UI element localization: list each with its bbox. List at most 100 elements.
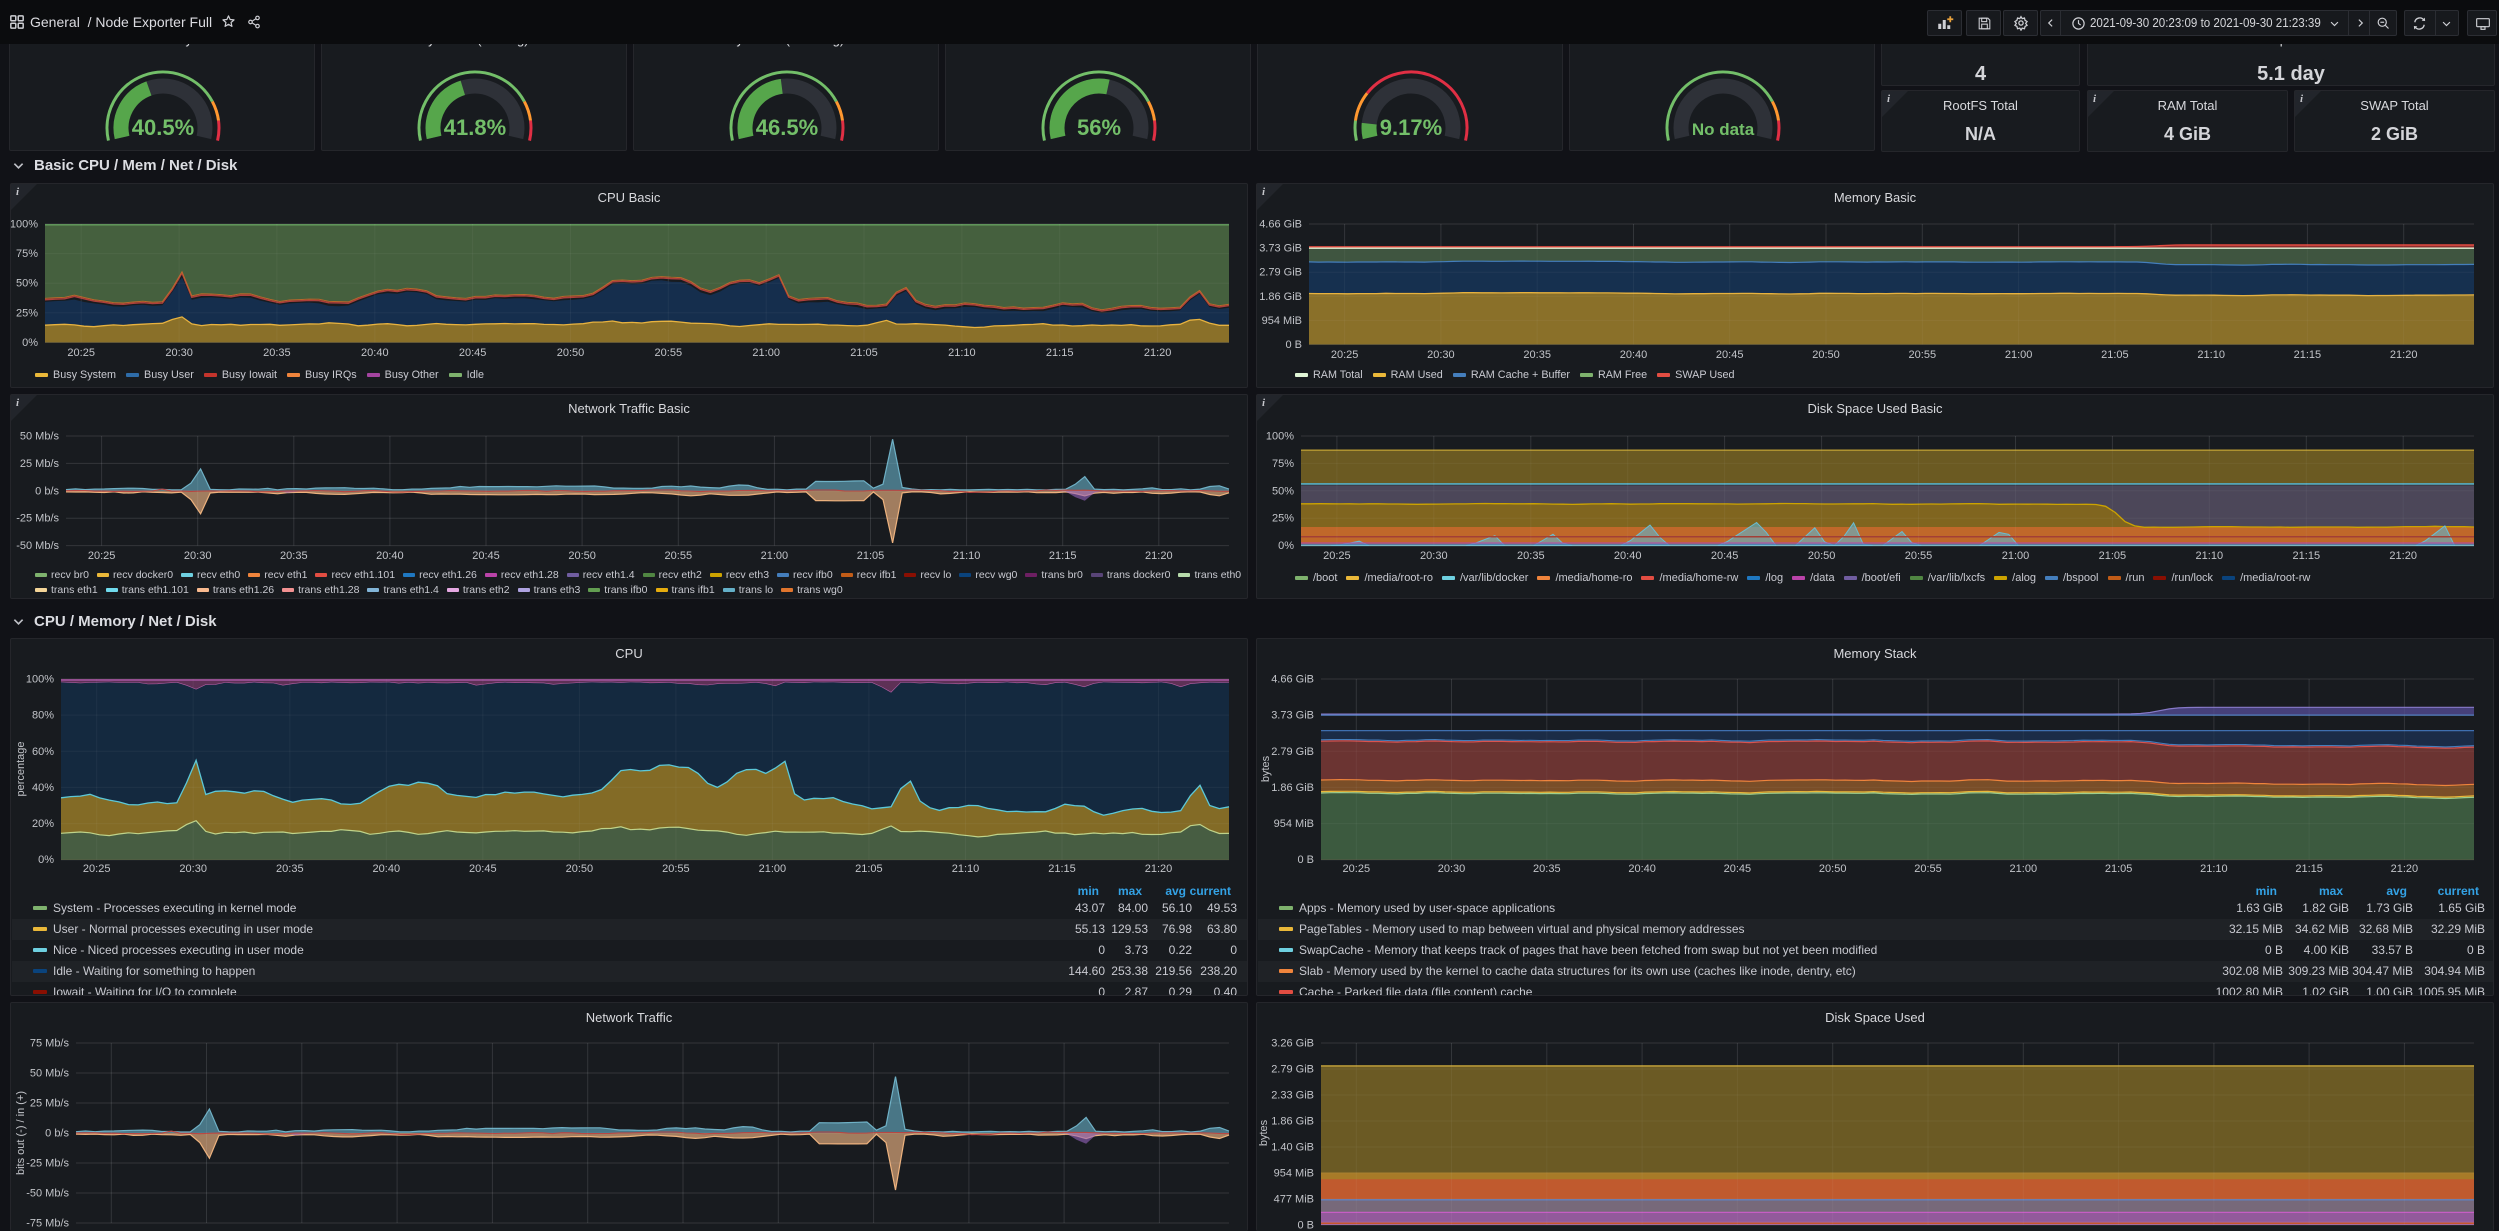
svg-text:20:50: 20:50 bbox=[1819, 863, 1847, 875]
svg-text:20:50: 20:50 bbox=[1812, 349, 1840, 361]
svg-text:20:25: 20:25 bbox=[1323, 550, 1351, 562]
svg-text:0%: 0% bbox=[22, 337, 38, 349]
svg-text:21:05: 21:05 bbox=[2099, 550, 2127, 562]
svg-text:3.73 GiB: 3.73 GiB bbox=[1271, 710, 1314, 722]
svg-text:20:30: 20:30 bbox=[184, 550, 212, 562]
svg-text:21:00: 21:00 bbox=[2005, 349, 2033, 361]
svg-text:20:30: 20:30 bbox=[1427, 349, 1455, 361]
svg-text:4.66 GiB: 4.66 GiB bbox=[1271, 674, 1314, 686]
svg-text:21:20: 21:20 bbox=[1145, 550, 1173, 562]
svg-text:2.33 GiB: 2.33 GiB bbox=[1271, 1090, 1314, 1102]
svg-text:20:50: 20:50 bbox=[568, 550, 596, 562]
svg-text:477 MiB: 477 MiB bbox=[1274, 1194, 1314, 1206]
svg-text:21:15: 21:15 bbox=[2294, 349, 2322, 361]
svg-text:20:25: 20:25 bbox=[88, 550, 116, 562]
svg-text:21:15: 21:15 bbox=[2293, 550, 2321, 562]
svg-text:21:05: 21:05 bbox=[2101, 349, 2129, 361]
svg-text:0%: 0% bbox=[1278, 540, 1294, 552]
svg-text:2.79 GiB: 2.79 GiB bbox=[1259, 267, 1302, 279]
svg-text:50%: 50% bbox=[1272, 485, 1294, 497]
svg-text:21:15: 21:15 bbox=[1049, 550, 1077, 562]
svg-text:1.86 GiB: 1.86 GiB bbox=[1259, 291, 1302, 303]
svg-text:20:35: 20:35 bbox=[276, 863, 304, 875]
svg-text:-50 Mb/s: -50 Mb/s bbox=[16, 540, 59, 552]
svg-text:20:55: 20:55 bbox=[1914, 863, 1942, 875]
svg-text:20:45: 20:45 bbox=[1724, 863, 1752, 875]
svg-text:954 MiB: 954 MiB bbox=[1262, 315, 1302, 327]
svg-text:21:20: 21:20 bbox=[2390, 349, 2418, 361]
svg-text:21:00: 21:00 bbox=[2002, 550, 2030, 562]
svg-text:-75 Mb/s: -75 Mb/s bbox=[26, 1218, 69, 1230]
svg-text:bits out (-) / in (+): bits out (-) / in (+) bbox=[15, 1091, 27, 1175]
svg-text:1.40 GiB: 1.40 GiB bbox=[1271, 1142, 1314, 1154]
svg-text:21:10: 21:10 bbox=[2197, 349, 2225, 361]
svg-text:21:10: 21:10 bbox=[952, 863, 980, 875]
svg-text:954 MiB: 954 MiB bbox=[1274, 1168, 1314, 1180]
svg-text:21:05: 21:05 bbox=[2105, 863, 2133, 875]
svg-text:21:10: 21:10 bbox=[948, 347, 976, 359]
svg-text:100%: 100% bbox=[26, 674, 54, 686]
svg-text:-50 Mb/s: -50 Mb/s bbox=[26, 1188, 69, 1200]
svg-text:0 B: 0 B bbox=[1285, 339, 1302, 351]
svg-text:20:25: 20:25 bbox=[1331, 349, 1359, 361]
svg-text:20%: 20% bbox=[32, 818, 54, 830]
svg-text:2.79 GiB: 2.79 GiB bbox=[1271, 746, 1314, 758]
svg-text:20:45: 20:45 bbox=[1716, 349, 1744, 361]
svg-text:1.86 GiB: 1.86 GiB bbox=[1271, 1116, 1314, 1128]
svg-text:21:05: 21:05 bbox=[855, 863, 883, 875]
svg-text:0 b/s: 0 b/s bbox=[35, 485, 59, 497]
svg-text:20:25: 20:25 bbox=[83, 863, 111, 875]
svg-text:21:10: 21:10 bbox=[2196, 550, 2224, 562]
svg-text:3.73 GiB: 3.73 GiB bbox=[1259, 243, 1302, 255]
svg-text:3.26 GiB: 3.26 GiB bbox=[1271, 1038, 1314, 1050]
svg-text:20:40: 20:40 bbox=[1620, 349, 1648, 361]
svg-text:21:10: 21:10 bbox=[2200, 863, 2228, 875]
svg-text:bytes: bytes bbox=[1258, 1119, 1270, 1146]
svg-text:100%: 100% bbox=[1266, 431, 1294, 443]
svg-text:60%: 60% bbox=[32, 746, 54, 758]
svg-text:75%: 75% bbox=[16, 248, 38, 260]
svg-text:-25 Mb/s: -25 Mb/s bbox=[26, 1158, 69, 1170]
svg-text:21:20: 21:20 bbox=[1145, 863, 1173, 875]
svg-text:25%: 25% bbox=[1272, 513, 1294, 525]
svg-text:21:10: 21:10 bbox=[953, 550, 981, 562]
svg-text:2.79 GiB: 2.79 GiB bbox=[1271, 1064, 1314, 1076]
svg-text:20:55: 20:55 bbox=[655, 347, 683, 359]
svg-text:75%: 75% bbox=[1272, 458, 1294, 470]
svg-text:20:35: 20:35 bbox=[1523, 349, 1551, 361]
svg-text:1.86 GiB: 1.86 GiB bbox=[1271, 782, 1314, 794]
svg-text:20:50: 20:50 bbox=[1808, 550, 1836, 562]
svg-text:21:20: 21:20 bbox=[2391, 863, 2419, 875]
svg-text:21:05: 21:05 bbox=[850, 347, 878, 359]
svg-text:41.8%: 41.8% bbox=[444, 115, 506, 140]
svg-text:21:20: 21:20 bbox=[2389, 550, 2417, 562]
svg-text:0 b/s: 0 b/s bbox=[45, 1128, 69, 1140]
svg-text:20:30: 20:30 bbox=[179, 863, 207, 875]
svg-text:25 Mb/s: 25 Mb/s bbox=[30, 1098, 70, 1110]
svg-text:20:55: 20:55 bbox=[662, 863, 690, 875]
svg-text:20:55: 20:55 bbox=[1905, 550, 1933, 562]
svg-text:20:25: 20:25 bbox=[1343, 863, 1371, 875]
svg-text:20:35: 20:35 bbox=[280, 550, 308, 562]
svg-text:20:55: 20:55 bbox=[1909, 349, 1937, 361]
svg-text:21:15: 21:15 bbox=[1046, 347, 1074, 359]
svg-text:40.5%: 40.5% bbox=[132, 115, 194, 140]
svg-text:21:00: 21:00 bbox=[759, 863, 787, 875]
svg-text:20:30: 20:30 bbox=[1438, 863, 1466, 875]
svg-text:954 MiB: 954 MiB bbox=[1274, 818, 1314, 830]
svg-text:20:50: 20:50 bbox=[557, 347, 585, 359]
svg-text:0 B: 0 B bbox=[1297, 854, 1314, 866]
svg-text:20:35: 20:35 bbox=[1533, 863, 1561, 875]
svg-text:20:40: 20:40 bbox=[1614, 550, 1642, 562]
svg-text:56%: 56% bbox=[1077, 115, 1121, 140]
svg-text:20:40: 20:40 bbox=[1628, 863, 1656, 875]
svg-text:21:20: 21:20 bbox=[1144, 347, 1172, 359]
svg-text:80%: 80% bbox=[32, 710, 54, 722]
svg-text:percentage: percentage bbox=[15, 741, 27, 796]
svg-text:100%: 100% bbox=[11, 219, 38, 231]
svg-text:-25 Mb/s: -25 Mb/s bbox=[16, 513, 59, 525]
svg-text:25%: 25% bbox=[16, 307, 38, 319]
svg-text:20:50: 20:50 bbox=[566, 863, 594, 875]
svg-text:21:15: 21:15 bbox=[1048, 863, 1076, 875]
svg-text:9.17%: 9.17% bbox=[1380, 115, 1442, 140]
